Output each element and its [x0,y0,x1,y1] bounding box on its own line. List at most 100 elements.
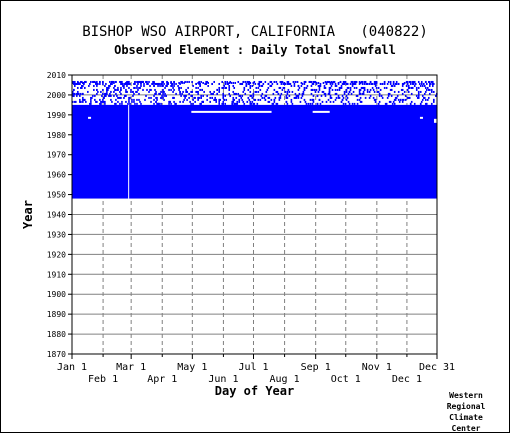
data-point [285,100,288,103]
data-point [369,80,372,83]
data-point [305,102,308,105]
data-point [317,84,320,87]
data-point [392,80,395,83]
data-point [394,96,397,99]
data-point [102,92,104,95]
data-point [323,92,326,95]
data-point [133,100,135,103]
data-point [117,100,119,103]
data-point [247,82,250,85]
data-point [373,90,376,93]
data-point [128,82,130,85]
data-point [305,86,308,89]
data-point [295,96,298,99]
data-point [203,90,205,93]
data-point [91,96,93,99]
data-point [96,84,98,87]
data-point [267,86,270,89]
data-point [282,86,285,89]
data-point [273,80,276,83]
data-point [319,82,322,85]
data-point [297,84,300,87]
data-point [200,94,202,97]
data-point [79,100,81,103]
data-point [320,94,323,97]
data-point [116,94,118,97]
data-point [361,80,364,83]
data-point [315,88,318,91]
data-point [393,102,396,105]
data-point [363,80,366,83]
data-point [431,80,434,83]
data-point [259,98,262,101]
data-point [293,84,296,87]
data-point [232,96,235,99]
data-point [361,92,364,95]
data-point [238,100,241,103]
data-point [84,80,86,83]
data-point [318,84,321,87]
data-point [160,90,162,93]
data-point [406,82,409,85]
data-point [189,100,191,103]
data-point [326,80,329,83]
data-point [108,86,110,89]
data-point [300,81,303,84]
data-point [73,82,75,85]
data-point [102,88,104,91]
data-point [190,102,192,105]
data-point [319,84,322,87]
data-point [271,102,274,105]
data-point [311,102,314,105]
data-point [110,82,112,85]
data-point [138,86,140,89]
data-point [229,94,232,97]
data-point [182,90,184,93]
data-point [246,100,249,103]
data-point [321,90,324,93]
data-point [257,82,260,85]
data-point [287,88,290,91]
data-point [73,94,75,97]
data-point [395,96,398,99]
data-point [393,84,396,87]
data-point [83,98,85,101]
data-point [126,82,128,85]
data-point [425,82,428,85]
data-point [279,96,282,99]
data-point [197,86,199,89]
data-point [396,94,399,97]
data-point [161,80,163,83]
data-point [128,80,130,83]
data-point [332,100,335,103]
data-point [232,100,235,103]
data-point [170,81,172,84]
data-point [232,81,235,84]
data-point [331,81,334,84]
data-point [316,94,319,97]
data-point [331,88,334,91]
data-point [297,94,300,97]
data-point [430,90,433,93]
data-point [268,96,271,99]
data-point [311,82,314,85]
data-point [426,86,429,89]
data-point [351,102,354,105]
data-point [179,90,181,93]
data-point [218,82,221,85]
data-point [257,86,260,89]
data-point [96,82,98,85]
data-point [133,98,135,101]
y-tick-label: 1880 [47,330,66,339]
data-point [419,84,422,87]
data-point [137,82,139,85]
data-point [162,88,164,91]
data-point [330,96,333,99]
data-point [419,90,422,93]
data-point [276,102,279,105]
data-point [431,84,434,87]
data-point [154,88,156,91]
data-point [417,92,420,95]
data-point [337,81,340,84]
